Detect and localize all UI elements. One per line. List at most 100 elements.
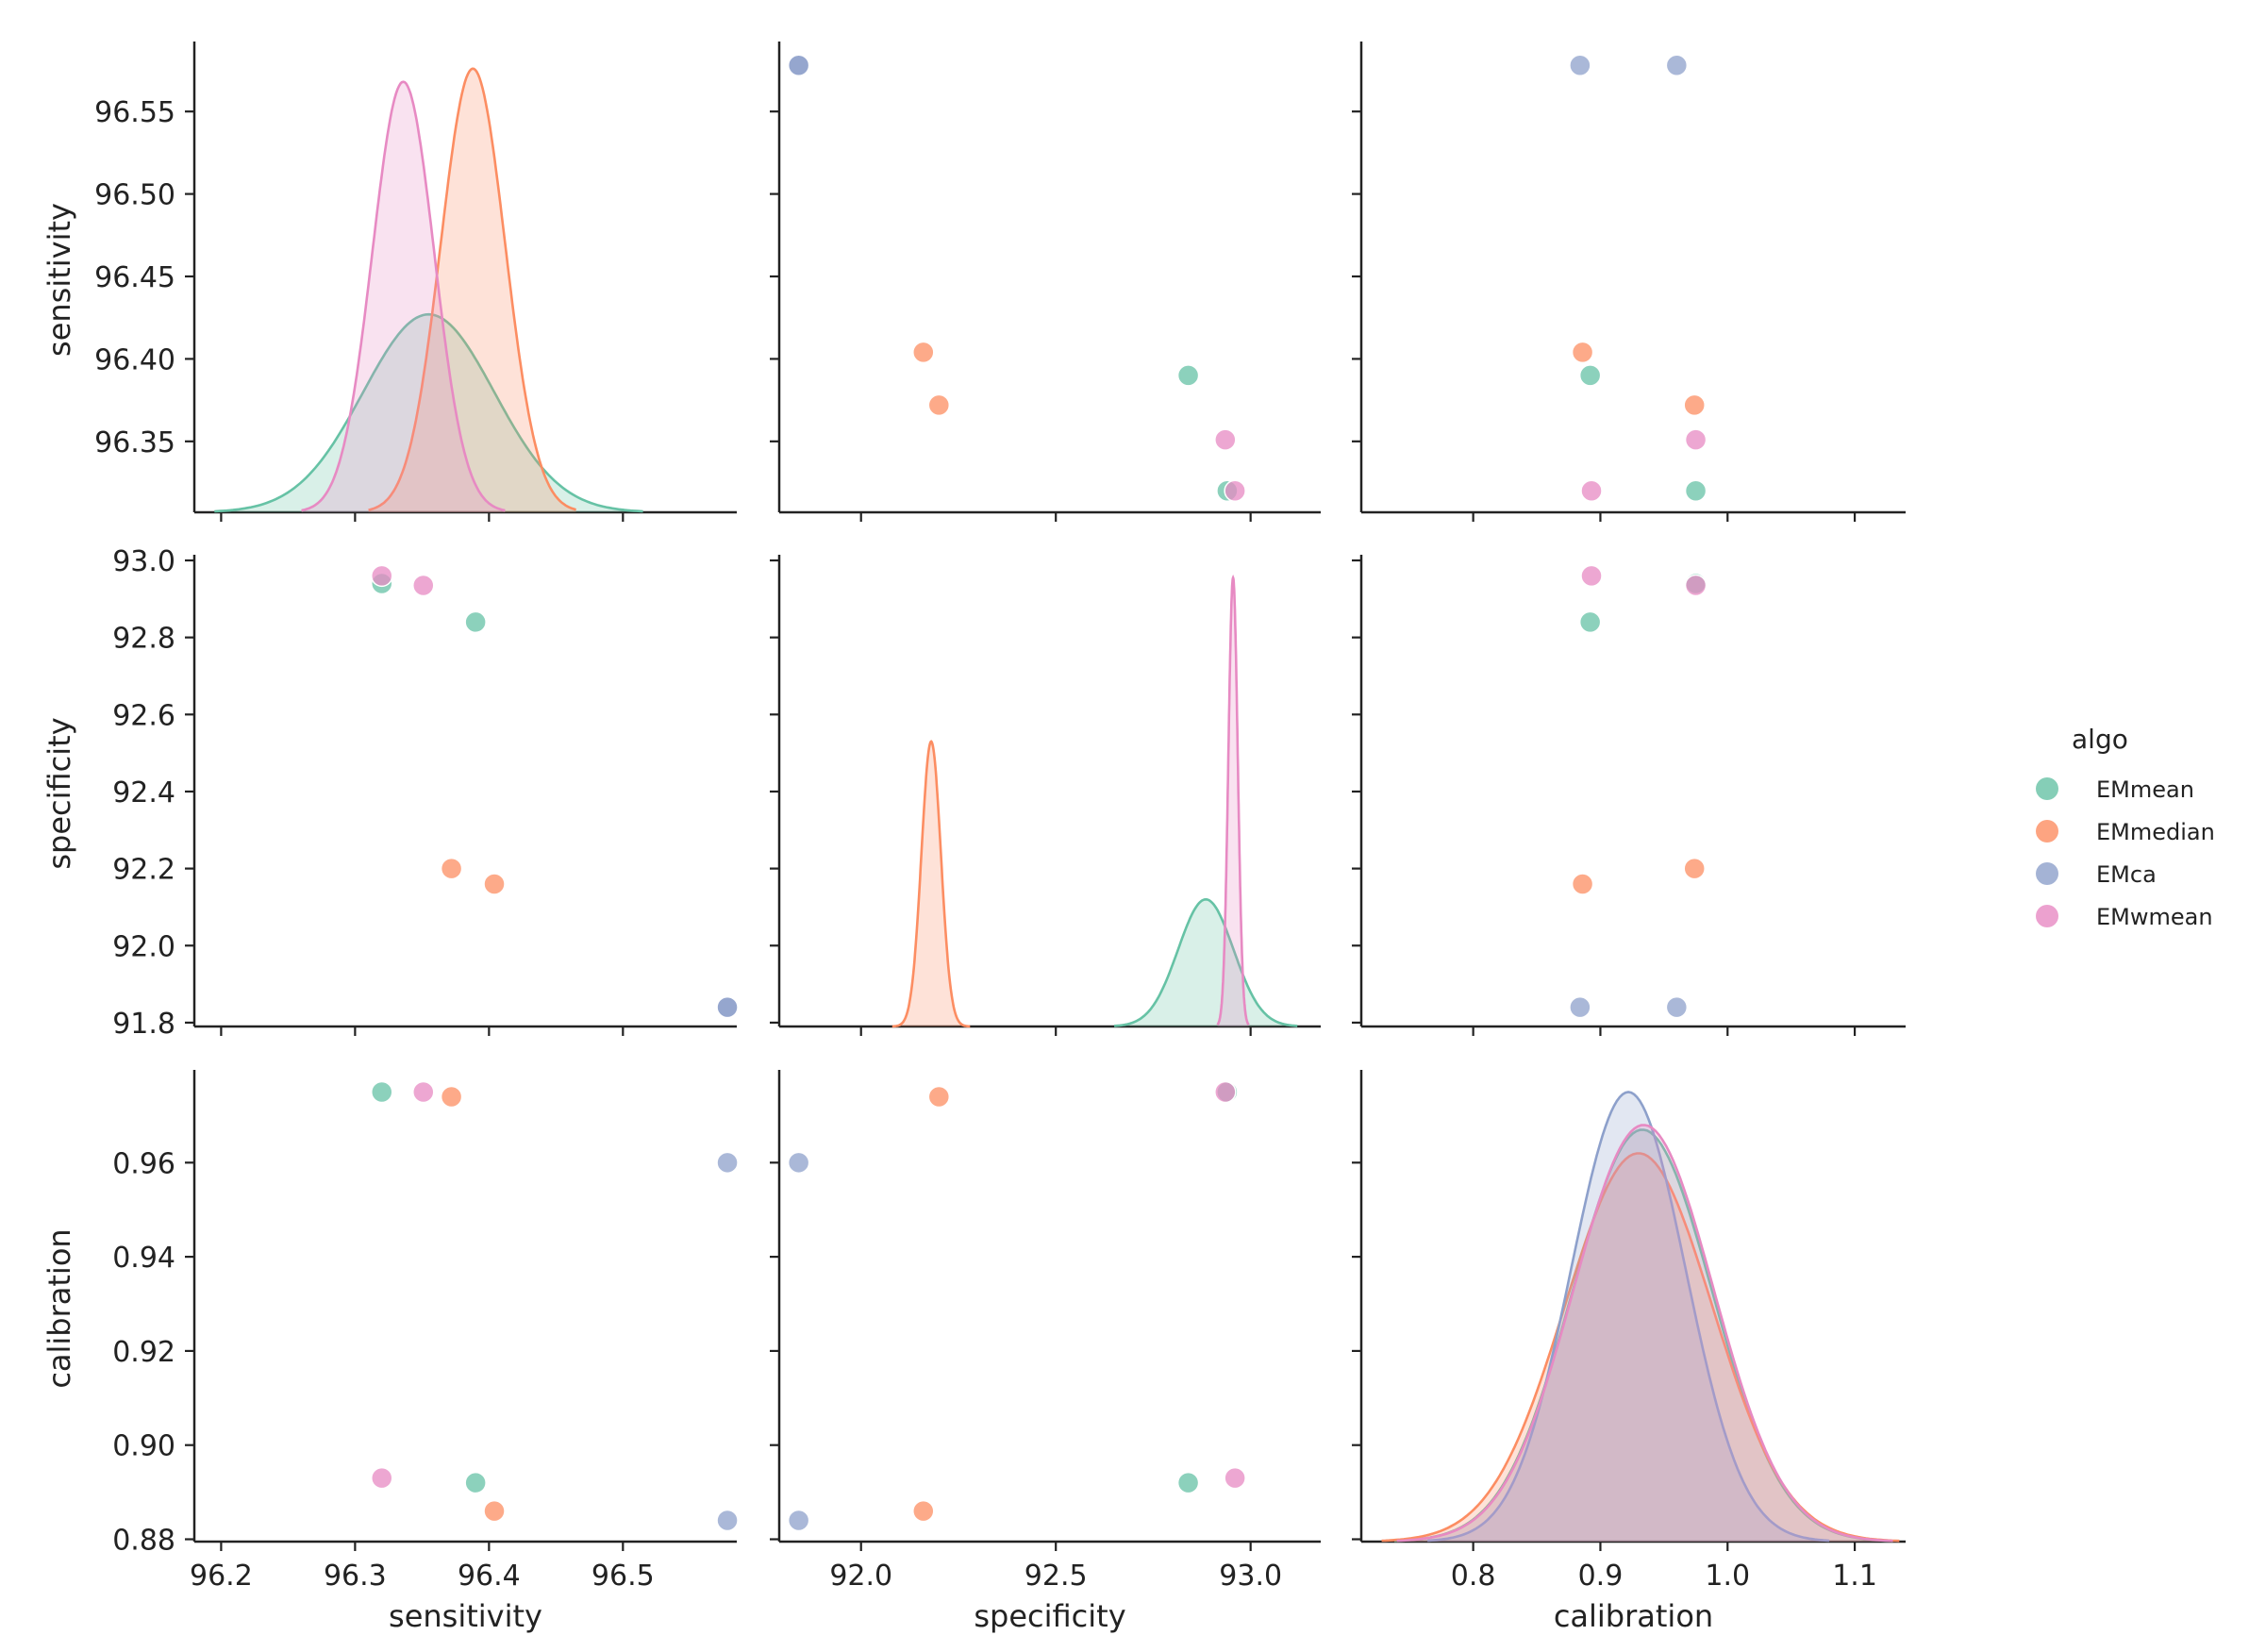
y-tick-label: 93.0 [112, 545, 175, 578]
scatter-point-EMmedian [1571, 341, 1594, 364]
y-axis-label-sensitivity: sensitivity [42, 203, 77, 357]
y-tick-label: 92.4 [112, 776, 175, 809]
panel-calibration-vs-sensitivity: 0.88 0.90 0.92 0.94 0.96 96.2 96.3 96.4 96.5 sens… [42, 1070, 739, 1634]
legend-label-EMmedian: EMmedian [2096, 819, 2215, 845]
scatter-point-EMmean [1578, 610, 1602, 634]
scatter-point-EMwmean [1224, 1466, 1246, 1490]
y-tick-label: 96.35 [94, 426, 175, 459]
x-tick-label: 93.0 [1219, 1560, 1282, 1593]
scatter-point-EMmedian [1683, 393, 1706, 417]
x-tick-label: 96.4 [458, 1560, 521, 1593]
scatter-point-EMmedian [927, 393, 951, 417]
panel-specificity-vs-calibration [1352, 555, 1906, 1036]
legend-title: algo [2072, 724, 2128, 755]
x-tick-label: 1.1 [1832, 1560, 1877, 1593]
scatter-point-EMmedian [440, 1085, 463, 1109]
kde-line-EMwmean [1216, 574, 1250, 1026]
scatter-point-EMca [1569, 995, 1591, 1019]
x-axis-label-calibration: calibration [1554, 1598, 1713, 1634]
y-tick-label: 92.8 [112, 623, 175, 656]
scatter-point-EMca [716, 1151, 739, 1175]
scatter-point-EMmedian [912, 341, 935, 364]
y-tick-label: 96.55 [94, 96, 175, 129]
legend-label-EMmean: EMmean [2096, 776, 2194, 803]
x-tick-label: 96.3 [324, 1560, 387, 1593]
kde-line-EMmean [1114, 897, 1298, 1027]
scatter-point-EMwmean [371, 564, 393, 588]
scatter-point-EMmedian [1571, 873, 1594, 895]
scatter-point-EMmedian [483, 873, 506, 895]
kde-line-EMwmean [301, 80, 506, 512]
y-tick-label: 96.50 [94, 179, 175, 212]
scatter-point-EMmean [464, 1471, 487, 1494]
scatter-point-EMmean [1684, 479, 1708, 503]
legend-marker-EMmedian [2036, 820, 2058, 843]
scatter-point-EMca [1569, 54, 1591, 76]
panel-specificity-vs-specificity [770, 555, 1321, 1036]
kde-area-EMwmean [1396, 1125, 1893, 1542]
y-tick-label: 92.2 [112, 854, 175, 887]
scatter-point-EMca [787, 1151, 810, 1175]
scatter-point-EMmean [464, 610, 487, 634]
scatter-point-EMmedian [440, 857, 463, 880]
legend-label-EMwmean: EMwmean [2096, 904, 2213, 930]
scatter-point-EMwmean [1684, 574, 1708, 597]
plot-grid: 96.35 96.40 96.45 96.50 96.55 sensitivity 91.8… [42, 42, 1906, 1634]
y-tick-label: 0.96 [112, 1147, 175, 1180]
y-axis-label-calibration: calibration [42, 1228, 77, 1388]
scatter-point-EMca [716, 995, 739, 1019]
scatter-point-EMwmean [1224, 479, 1246, 503]
x-tick-label: 96.5 [591, 1560, 655, 1593]
scatter-point-EMmedian [927, 1085, 951, 1109]
kde-area-EMmean [214, 314, 643, 512]
x-tick-label: 1.0 [1705, 1560, 1750, 1593]
y-tick-label: 0.92 [112, 1336, 175, 1369]
scatter-point-EMmean [1176, 364, 1200, 387]
scatter-point-EMwmean [412, 1080, 435, 1104]
kde-line-EMwmean [1396, 1124, 1893, 1543]
panel-sensitivity-vs-specificity [770, 42, 1321, 522]
kde-line-EMmedian [368, 67, 577, 511]
kde-line-EMmedian [891, 740, 971, 1028]
kde-area-EMmean [1114, 899, 1298, 1026]
panel-specificity-vs-sensitivity: 91.8 92.0 92.2 92.4 92.6 92.8 93.0 specificity [42, 545, 739, 1041]
scatter-point-EMca [787, 1509, 810, 1532]
kde-line-EMmean [214, 312, 643, 513]
scatter-point-EMwmean [1580, 564, 1603, 588]
legend-marker-EMca [2036, 862, 2058, 885]
x-tick-label: 0.8 [1451, 1560, 1496, 1593]
y-tick-label: 92.6 [112, 699, 175, 732]
y-tick-label: 91.8 [112, 1008, 175, 1041]
panel-calibration-vs-calibration: 0.8 0.9 1.0 1.1 calibration [1352, 1070, 1906, 1634]
y-tick-label: 92.0 [112, 930, 175, 963]
scatter-point-EMmedian [1683, 857, 1706, 880]
scatter-point-EMmedian [483, 1499, 506, 1523]
x-axis-label-sensitivity: sensitivity [389, 1598, 542, 1634]
scatter-point-EMca [1665, 54, 1689, 76]
y-tick-label: 96.40 [94, 343, 175, 376]
kde-area-EMmedian [891, 741, 971, 1026]
scatter-point-EMmean [1578, 364, 1602, 387]
panel-sensitivity-vs-sensitivity: 96.35 96.40 96.45 96.50 96.55 sensitivity [42, 42, 737, 522]
scatter-point-EMmean [1176, 1471, 1200, 1494]
y-tick-label: 0.90 [112, 1430, 175, 1463]
legend: algo EMmean EMmedian EMca EMwmean [2036, 724, 2215, 930]
legend-marker-EMwmean [2036, 905, 2058, 927]
scatter-point-EMwmean [1684, 428, 1708, 451]
scatter-point-EMmean [371, 1080, 393, 1104]
legend-label-EMca: EMca [2096, 861, 2157, 888]
y-tick-label: 96.45 [94, 261, 175, 294]
y-tick-label: 0.94 [112, 1242, 175, 1275]
kde-line-EMca [1427, 1091, 1830, 1543]
kde-area-EMmean [1394, 1129, 1893, 1542]
x-axis-label-specificity: specificity [974, 1598, 1125, 1634]
x-tick-label: 92.5 [1025, 1560, 1088, 1593]
kde-area-EMmedian [1381, 1153, 1900, 1542]
scatter-point-EMwmean [1580, 479, 1603, 503]
scatter-point-EMwmean [1214, 1080, 1237, 1104]
panel-sensitivity-vs-calibration [1352, 42, 1906, 522]
scatter-point-EMwmean [371, 1466, 393, 1490]
scatter-point-EMwmean [412, 574, 435, 597]
kde-area-EMca [1427, 1092, 1830, 1542]
